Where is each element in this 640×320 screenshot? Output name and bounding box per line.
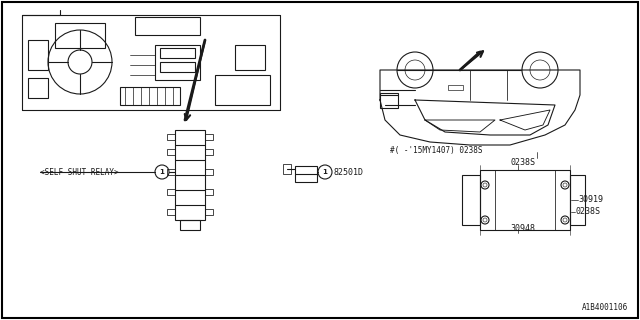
Bar: [167, 134, 175, 140]
Bar: [570, 175, 585, 225]
Text: 0238S: 0238S: [510, 157, 535, 166]
Bar: [205, 189, 213, 195]
Text: 1: 1: [159, 169, 164, 175]
Text: 0238S: 0238S: [575, 207, 600, 217]
Bar: [175, 130, 205, 220]
Bar: [28, 40, 48, 70]
Bar: [167, 149, 175, 155]
Bar: [205, 149, 213, 155]
Bar: [235, 45, 265, 70]
Bar: [160, 48, 195, 58]
Text: <SELF SHUT RELAY>: <SELF SHUT RELAY>: [40, 167, 118, 177]
Bar: [180, 220, 200, 230]
Bar: [205, 134, 213, 140]
Text: A1B4001106: A1B4001106: [582, 303, 628, 312]
Bar: [167, 169, 175, 175]
Bar: [167, 189, 175, 195]
Bar: [205, 169, 213, 175]
Bar: [448, 85, 463, 90]
Text: #( -'15MY1407) 0238S: #( -'15MY1407) 0238S: [390, 146, 483, 155]
Bar: [120, 87, 180, 105]
Bar: [167, 209, 175, 215]
Bar: [155, 45, 200, 80]
Bar: [462, 175, 480, 225]
Bar: [480, 170, 570, 230]
Bar: [380, 93, 398, 108]
Text: 30948: 30948: [510, 224, 535, 233]
Bar: [295, 166, 317, 182]
Bar: [55, 23, 105, 48]
Bar: [205, 209, 213, 215]
Bar: [283, 164, 291, 174]
Text: 30919: 30919: [578, 196, 603, 204]
Bar: [215, 75, 270, 105]
Bar: [28, 78, 48, 98]
Bar: [160, 62, 195, 72]
Bar: [135, 17, 200, 35]
Text: 1: 1: [323, 169, 328, 175]
Text: 82501D: 82501D: [333, 167, 363, 177]
